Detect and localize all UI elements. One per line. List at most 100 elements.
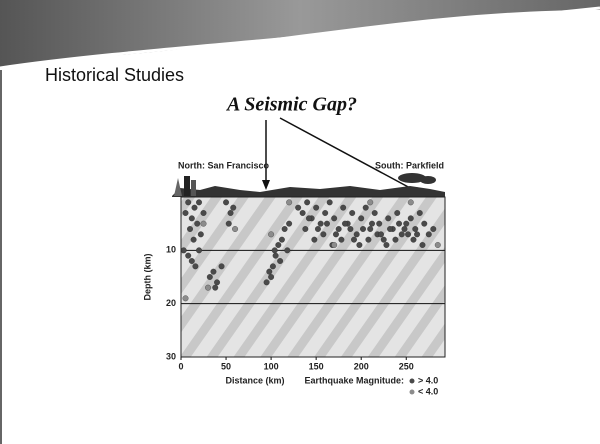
point xyxy=(394,210,400,216)
point xyxy=(312,237,318,243)
point xyxy=(232,226,238,232)
legend-marker xyxy=(410,379,415,384)
point xyxy=(403,221,409,227)
point xyxy=(207,274,213,280)
point xyxy=(367,200,373,206)
point xyxy=(194,221,200,227)
point xyxy=(358,216,364,222)
point xyxy=(205,285,211,291)
point xyxy=(285,248,291,254)
point xyxy=(421,221,427,227)
legend-label: < 4.0 xyxy=(418,386,438,396)
point xyxy=(223,200,229,206)
point xyxy=(367,226,373,232)
point xyxy=(376,221,382,227)
point xyxy=(306,216,312,222)
point xyxy=(417,210,423,216)
point xyxy=(279,237,285,243)
point xyxy=(267,269,273,275)
point xyxy=(387,226,393,232)
point xyxy=(405,232,411,238)
point xyxy=(331,242,337,248)
x-tick-label: 0 xyxy=(178,361,183,371)
slide: Historical Studies A Seismic Gap? North:… xyxy=(0,0,600,444)
tree xyxy=(420,176,436,184)
legend-label: > 4.0 xyxy=(418,375,438,385)
building xyxy=(184,176,190,196)
x-tick-label: 150 xyxy=(309,361,324,371)
point xyxy=(185,200,191,206)
point xyxy=(414,232,420,238)
point xyxy=(300,210,306,216)
point xyxy=(412,226,418,232)
point xyxy=(363,205,369,211)
point xyxy=(201,210,207,216)
point xyxy=(331,216,337,222)
point xyxy=(230,205,236,211)
point xyxy=(183,296,189,302)
point xyxy=(226,221,232,227)
x-tick-label: 200 xyxy=(354,361,369,371)
point xyxy=(264,280,270,286)
point xyxy=(286,200,292,206)
point xyxy=(385,216,391,222)
x-axis-label: Distance (km) xyxy=(225,375,284,385)
point xyxy=(270,264,276,270)
point xyxy=(384,242,390,248)
point xyxy=(286,221,292,227)
point xyxy=(201,221,207,227)
point xyxy=(381,237,387,243)
point xyxy=(212,285,218,291)
point xyxy=(351,237,357,243)
point xyxy=(191,237,197,243)
point xyxy=(187,226,193,232)
point xyxy=(420,242,426,248)
point xyxy=(276,242,282,248)
point xyxy=(189,258,195,264)
point xyxy=(348,226,354,232)
chart-title: A Seismic Gap? xyxy=(225,94,357,116)
point xyxy=(411,237,417,243)
point xyxy=(435,242,441,248)
point xyxy=(196,248,202,254)
point xyxy=(282,226,288,232)
point xyxy=(402,226,408,232)
point xyxy=(369,221,375,227)
point xyxy=(268,232,274,238)
point xyxy=(318,221,324,227)
point xyxy=(426,232,432,238)
point xyxy=(339,237,345,243)
point xyxy=(340,205,346,211)
point xyxy=(333,232,339,238)
point xyxy=(196,200,202,206)
y-tick-label: 20 xyxy=(166,298,176,308)
point xyxy=(313,205,319,211)
point xyxy=(211,269,217,275)
point xyxy=(378,232,384,238)
point xyxy=(181,248,187,254)
y-axis-label: Depth (km) xyxy=(142,253,152,300)
point xyxy=(321,232,327,238)
point xyxy=(354,232,360,238)
point xyxy=(183,210,189,216)
point xyxy=(393,237,399,243)
point xyxy=(304,200,310,206)
point xyxy=(408,216,414,222)
point xyxy=(272,248,278,254)
point xyxy=(193,264,199,270)
point xyxy=(366,237,372,243)
point xyxy=(315,226,321,232)
point xyxy=(189,216,195,222)
point xyxy=(185,253,191,259)
point xyxy=(277,258,283,264)
point xyxy=(198,232,204,238)
legend-marker xyxy=(410,390,415,395)
point xyxy=(322,210,328,216)
point xyxy=(327,200,333,206)
point xyxy=(268,274,274,280)
x-tick-label: 50 xyxy=(221,361,231,371)
building xyxy=(191,180,196,196)
point xyxy=(360,226,366,232)
point xyxy=(192,205,198,211)
point xyxy=(219,264,225,270)
